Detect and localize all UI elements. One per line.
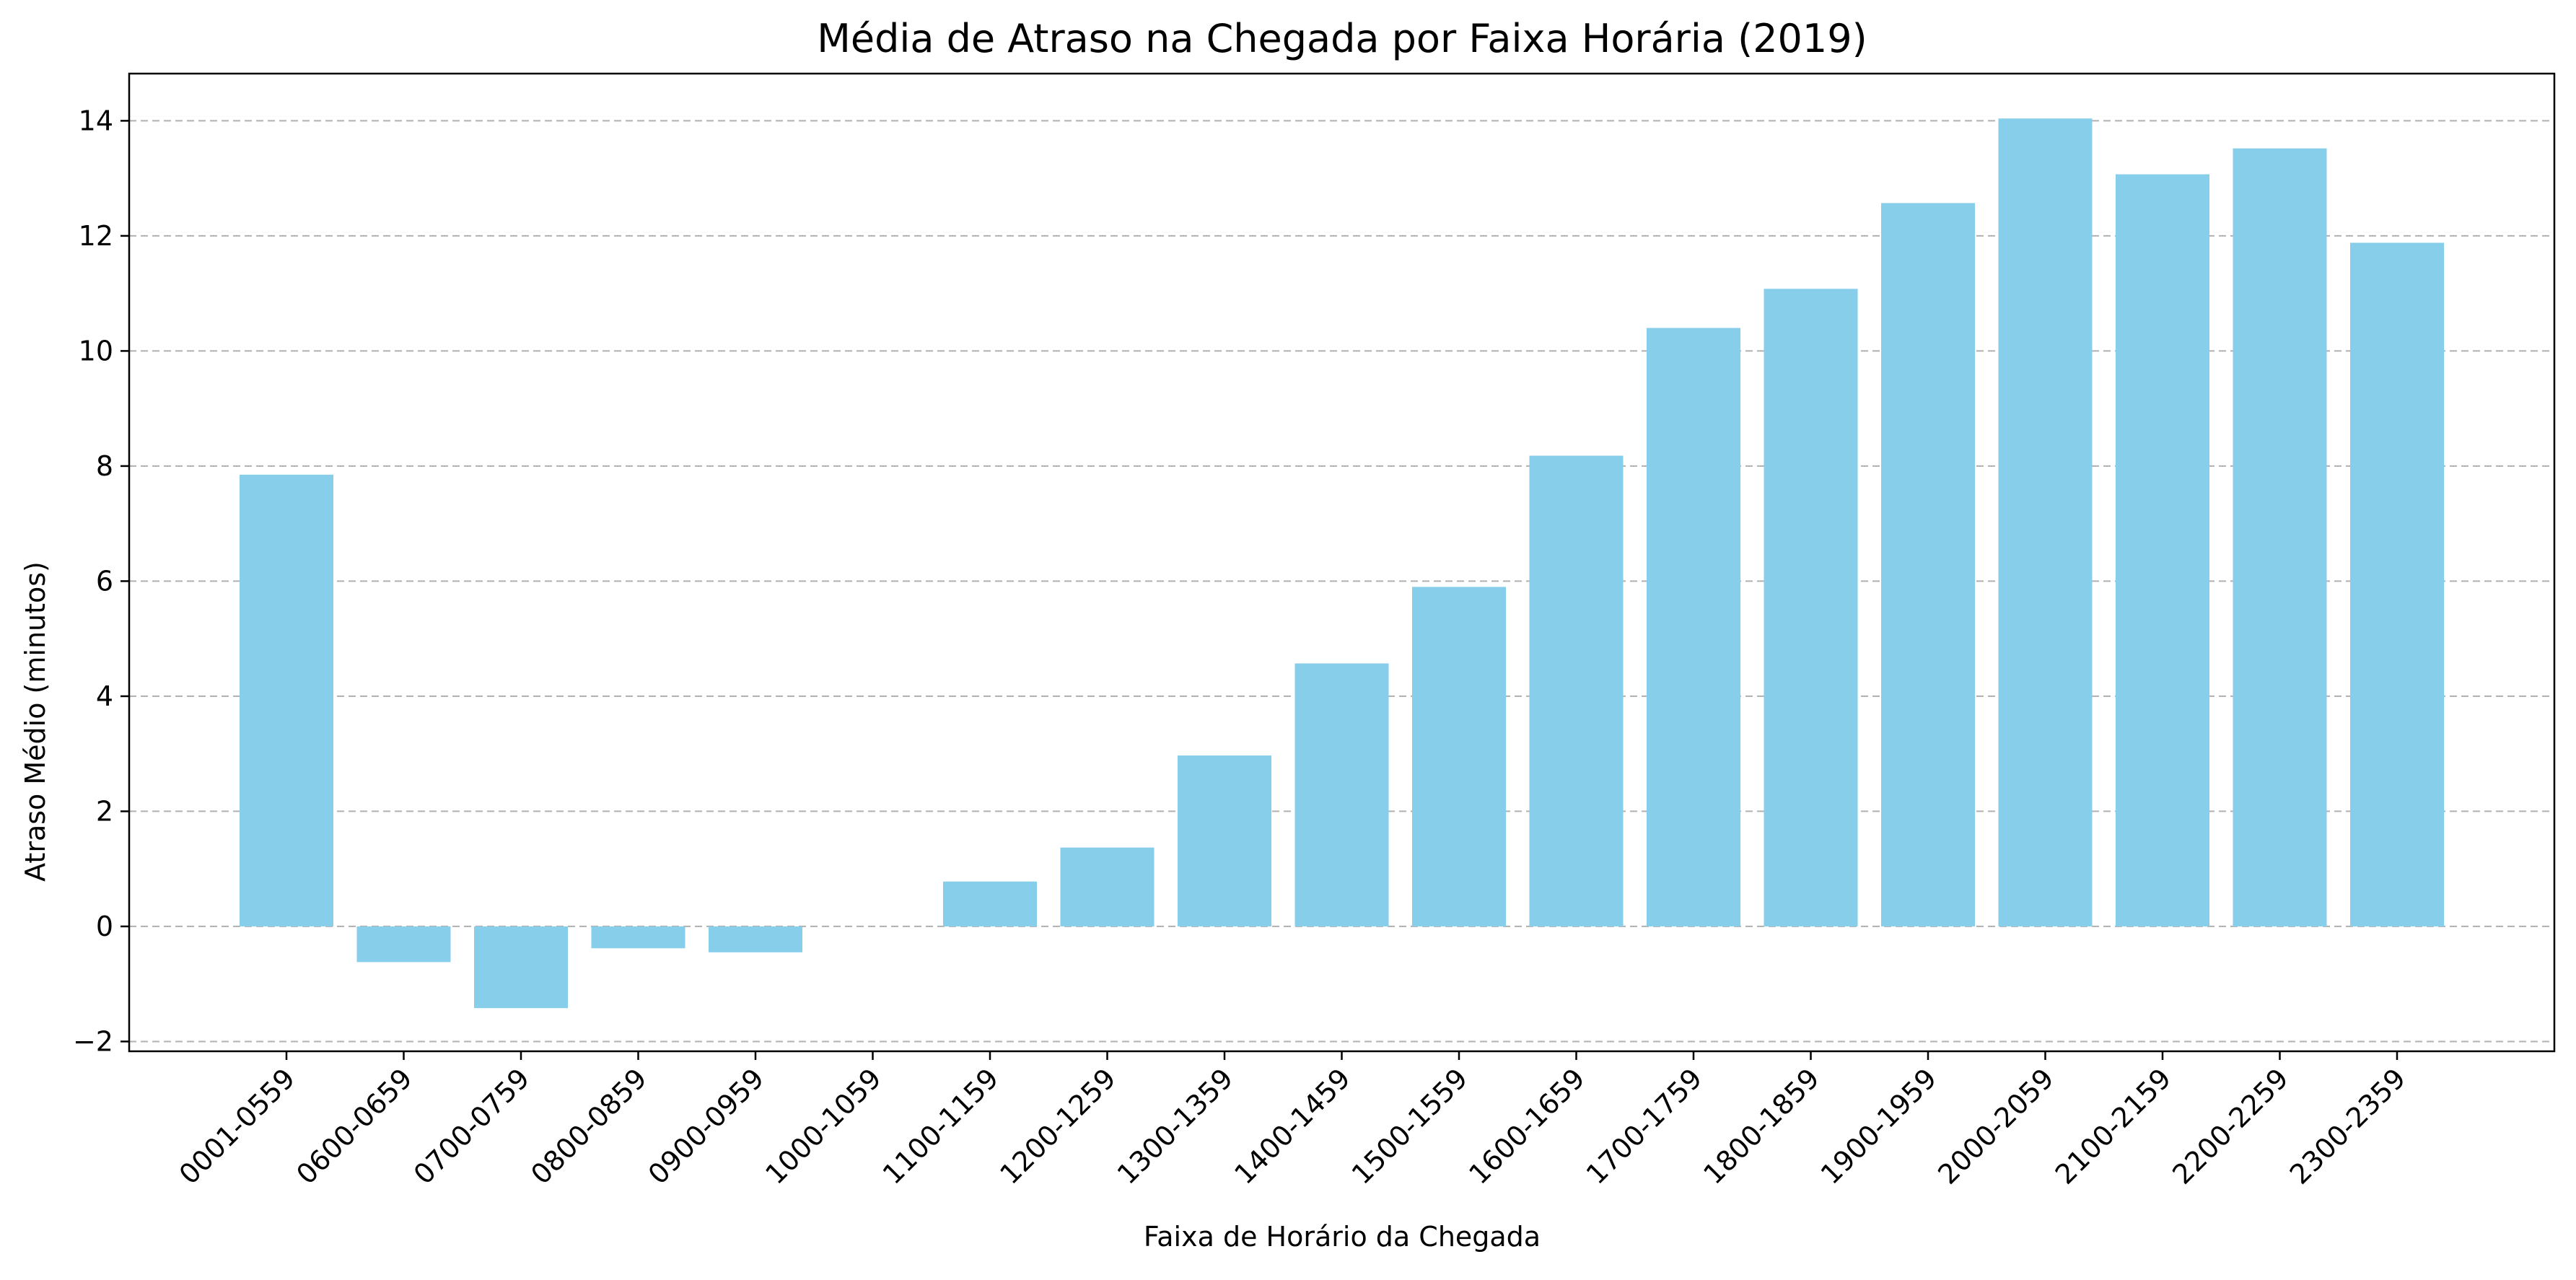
y-tick-label: 10 [79,335,113,367]
x-tick-label: 2000-2059 [1932,1062,2060,1191]
x-tick-label: 0700-0759 [408,1062,536,1191]
bar [474,926,568,1008]
x-tick-label: 1800-1859 [1697,1062,1826,1191]
bar [1999,118,2093,926]
bar [1647,328,1740,926]
y-tick-label: 2 [96,795,113,827]
x-tick-label: 1200-1259 [994,1062,1122,1191]
y-tick-label: −2 [73,1025,113,1057]
x-tick-label: 1500-1559 [1346,1062,1474,1191]
x-tick-label: 2200-2259 [2166,1062,2295,1191]
y-tick-label: 6 [96,565,113,597]
x-axis-label: Faixa de Horário da Chegada [1144,1221,1541,1253]
x-tick-label: 2100-2159 [2049,1062,2178,1191]
x-tick-label: 1100-1159 [877,1062,1005,1191]
x-tick-label: 1400-1459 [1228,1062,1357,1191]
y-tick-label: 0 [96,911,113,942]
x-tick-label: 1700-1759 [1580,1062,1709,1191]
chart-title: Média de Atraso na Chegada por Faixa Hor… [817,16,1867,61]
y-tick-label: 4 [96,680,113,712]
x-tick-label: 1600-1659 [1463,1062,1591,1191]
y-axis-label: Atraso Médio (minutos) [19,561,51,882]
bar [943,882,1037,926]
y-axis-ticks: −2 0 2 4 6 8 10 12 14 [73,105,129,1057]
bar [1764,289,1858,926]
y-tick-label: 8 [96,450,113,482]
bar [240,475,333,926]
bar [1881,203,1975,926]
x-tick-label: 0001-0559 [173,1062,302,1191]
x-tick-label: 1900-1959 [1815,1062,1943,1191]
x-tick-label: 2300-2359 [2284,1062,2412,1191]
bar [1295,663,1389,926]
bar [1530,456,1624,926]
x-tick-label: 1000-1059 [759,1062,888,1191]
bar [1061,848,1155,926]
y-tick-label: 12 [79,220,113,252]
bar [1412,587,1506,926]
bar [2233,149,2327,926]
y-tick-label: 14 [79,105,113,136]
bar [2350,242,2444,926]
x-axis-ticks: 0001-05590600-06590700-07590800-08590900… [173,1051,2412,1191]
x-tick-label: 0600-0659 [290,1062,419,1191]
bar [2116,175,2209,926]
x-tick-label: 0900-0959 [642,1062,771,1191]
bar [709,926,802,952]
bars [240,118,2444,1008]
x-tick-label: 1300-1359 [1111,1062,1240,1191]
bar [1178,755,1271,926]
bar [592,926,685,948]
x-tick-label: 0800-0859 [525,1062,653,1191]
bar [357,926,451,962]
